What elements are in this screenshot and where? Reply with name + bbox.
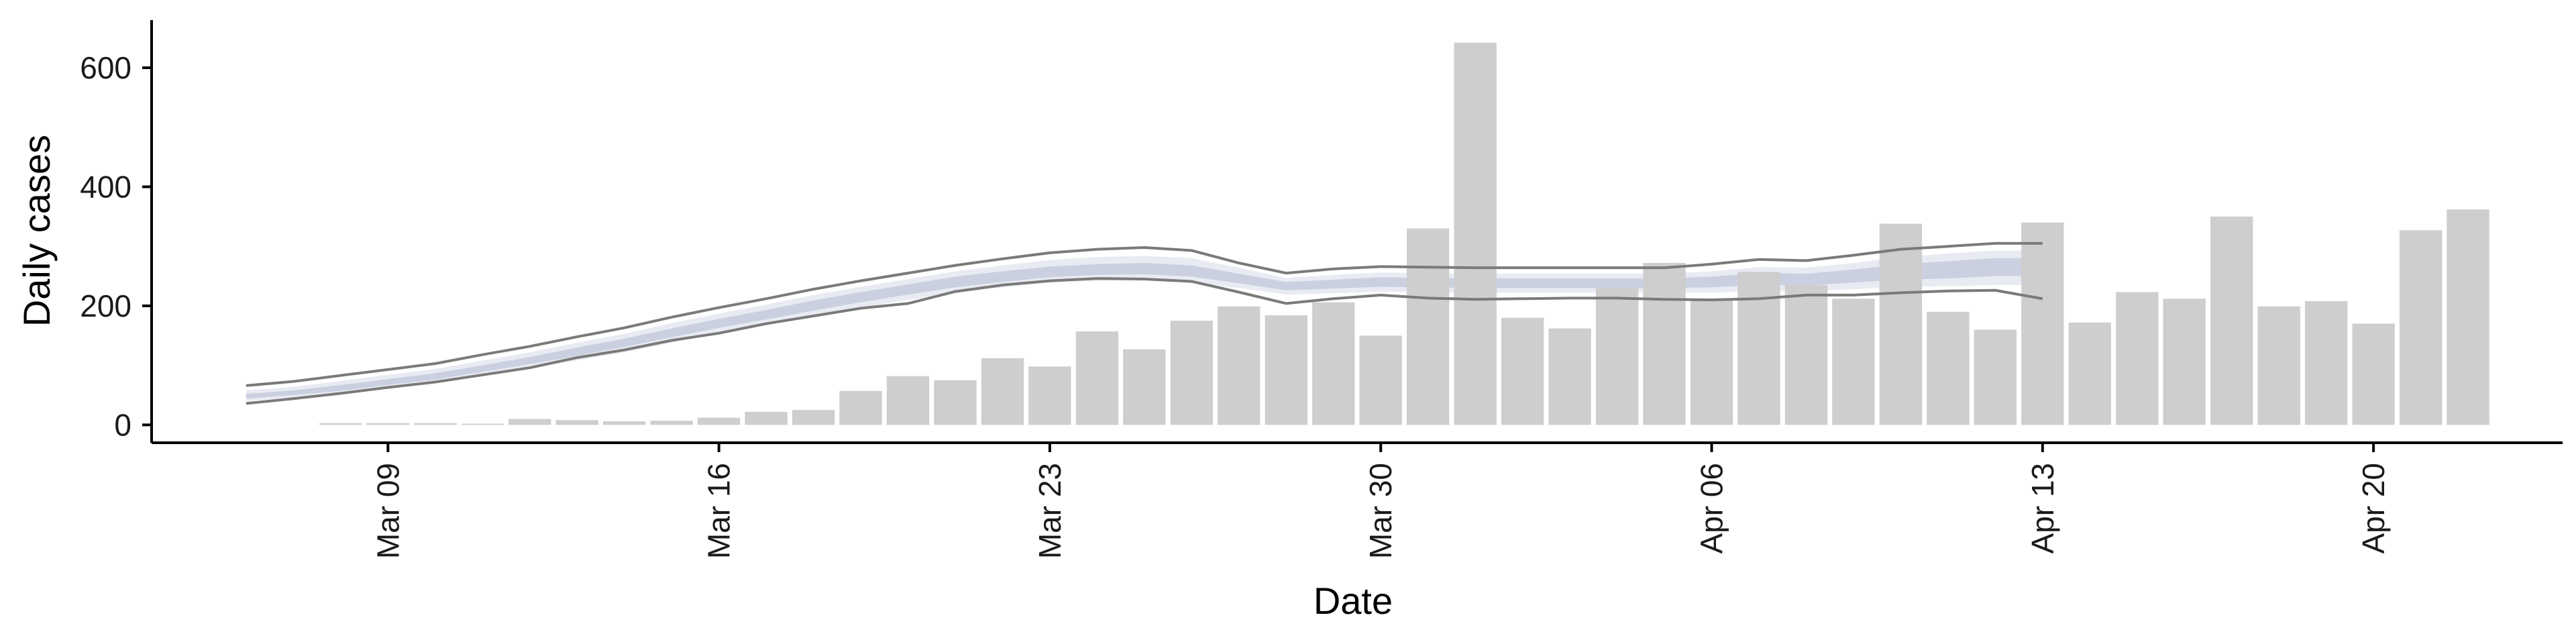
bar-2020-03-16 xyxy=(697,417,741,425)
x-axis-title: Date xyxy=(1313,580,1393,622)
bar-2020-03-10 xyxy=(414,423,457,425)
estimate-band-outer xyxy=(246,250,2043,401)
bar-2020-03-22 xyxy=(981,358,1024,425)
bar-2020-04-06 xyxy=(1690,299,1733,425)
bar-2020-04-22 xyxy=(2447,209,2489,425)
bar-2020-04-16 xyxy=(2163,299,2206,425)
x-ticks: Mar 09 Mar 16 Mar 23 Mar 30 Apr 06 Apr 13 Apr … xyxy=(370,443,2391,559)
bar-2020-03-28 xyxy=(1265,315,1307,425)
bar-2020-04-10 xyxy=(1879,223,1923,425)
bar-2020-03-27 xyxy=(1218,306,1260,425)
bar-layer xyxy=(319,42,2489,425)
bar-2020-03-08 xyxy=(319,423,362,425)
bar-2020-03-29 xyxy=(1312,302,1355,425)
axes xyxy=(150,20,2563,444)
bar-2020-04-20 xyxy=(2352,323,2395,425)
bar-2020-04-09 xyxy=(1832,299,1875,425)
bar-2020-04-02 xyxy=(1501,317,1544,425)
y-tick-label-600: 600 xyxy=(80,50,131,85)
bar-2020-03-14 xyxy=(603,421,646,425)
bar-2020-03-25 xyxy=(1123,349,1166,425)
x-tick-label-2020-03-09: Mar 09 xyxy=(370,463,405,559)
bar-2020-04-08 xyxy=(1784,284,1828,425)
lower-bound-line xyxy=(246,277,2043,405)
x-tick-label-2020-04-20: Apr 20 xyxy=(2356,463,2391,554)
x-tick-label-2020-04-06: Apr 06 xyxy=(1695,463,1729,554)
bar-2020-03-18 xyxy=(792,410,835,425)
bar-2020-04-11 xyxy=(1927,311,1970,425)
bar-2020-03-11 xyxy=(461,423,504,425)
x-tick-label-2020-04-13: Apr 13 xyxy=(2025,463,2060,554)
y-tick-label-0: 0 xyxy=(114,407,131,442)
bar-2020-03-31 xyxy=(1407,228,1450,425)
bar-2020-04-17 xyxy=(2210,216,2253,425)
bar-2020-04-12 xyxy=(1974,329,2017,425)
bar-2020-04-03 xyxy=(1548,328,1591,425)
bar-2020-04-05 xyxy=(1643,263,1686,425)
bar-2020-03-17 xyxy=(745,411,788,425)
estimate-band-inner xyxy=(246,258,2043,399)
x-tick-label-2020-03-16: Mar 16 xyxy=(702,463,737,559)
bar-2020-03-09 xyxy=(366,423,409,425)
bar-2020-04-13 xyxy=(2021,222,2064,425)
bar-2020-04-07 xyxy=(1737,272,1780,425)
y-tick-label-200: 200 xyxy=(80,288,131,323)
bar-2020-03-13 xyxy=(555,420,598,425)
bar-2020-04-15 xyxy=(2116,292,2159,425)
estimate-line-layer xyxy=(246,241,2043,405)
y-tick-label-400: 400 xyxy=(80,169,131,204)
x-tick-label-2020-03-23: Mar 23 xyxy=(1032,463,1067,559)
bar-2020-04-19 xyxy=(2304,301,2348,425)
bar-2020-03-19 xyxy=(839,390,882,425)
x-tick-label-2020-03-30: Mar 30 xyxy=(1363,463,1398,559)
bar-2020-04-21 xyxy=(2399,230,2443,425)
bar-2020-04-04 xyxy=(1595,287,1639,425)
upper-bound-line xyxy=(246,241,2043,387)
bar-2020-03-24 xyxy=(1075,331,1119,425)
bar-2020-03-15 xyxy=(650,421,693,425)
bar-2020-03-23 xyxy=(1028,366,1071,425)
estimate-band-layer xyxy=(246,250,2043,401)
bar-2020-04-14 xyxy=(2068,322,2111,425)
bar-2020-04-01 xyxy=(1454,42,1497,425)
bar-2020-03-12 xyxy=(508,419,551,425)
bar-2020-03-26 xyxy=(1170,321,1213,425)
bar-2020-03-21 xyxy=(934,380,977,425)
bar-2020-03-30 xyxy=(1359,335,1402,425)
bar-2020-03-20 xyxy=(886,376,930,425)
y-axis-title: Daily cases xyxy=(15,135,58,327)
bar-2020-04-18 xyxy=(2257,306,2300,425)
y-ticks: 0 200 400 600 xyxy=(80,50,152,442)
